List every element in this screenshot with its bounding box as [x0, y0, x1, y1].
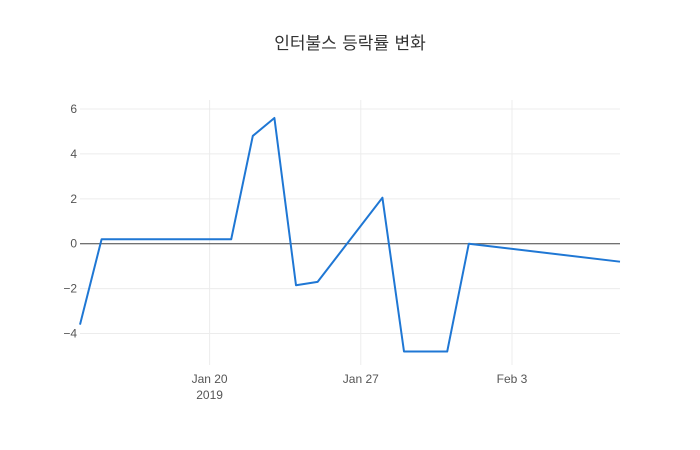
y-axis: 6 4 2 0 −2 −4 [63, 102, 77, 341]
y-tick-label: −2 [63, 282, 77, 296]
x-tick-label: Jan 20 [192, 372, 228, 386]
x-tick-label: Feb 3 [497, 372, 528, 386]
x-tick-year-label: 2019 [196, 388, 223, 402]
series-line [79, 116, 621, 353]
y-tick-label: 2 [70, 192, 77, 206]
y-tick-label: 0 [70, 237, 77, 251]
gridlines [80, 100, 620, 365]
y-tick-label: −4 [63, 327, 77, 341]
chart-title: 인터불스 등락률 변화 [274, 34, 426, 54]
series-group [79, 116, 621, 353]
y-tick-label: 4 [70, 147, 77, 161]
x-tick-label: Jan 27 [343, 372, 379, 386]
x-axis: Jan 20 2019 Jan 27 Feb 3 [192, 372, 528, 402]
y-tick-label: 6 [70, 102, 77, 116]
